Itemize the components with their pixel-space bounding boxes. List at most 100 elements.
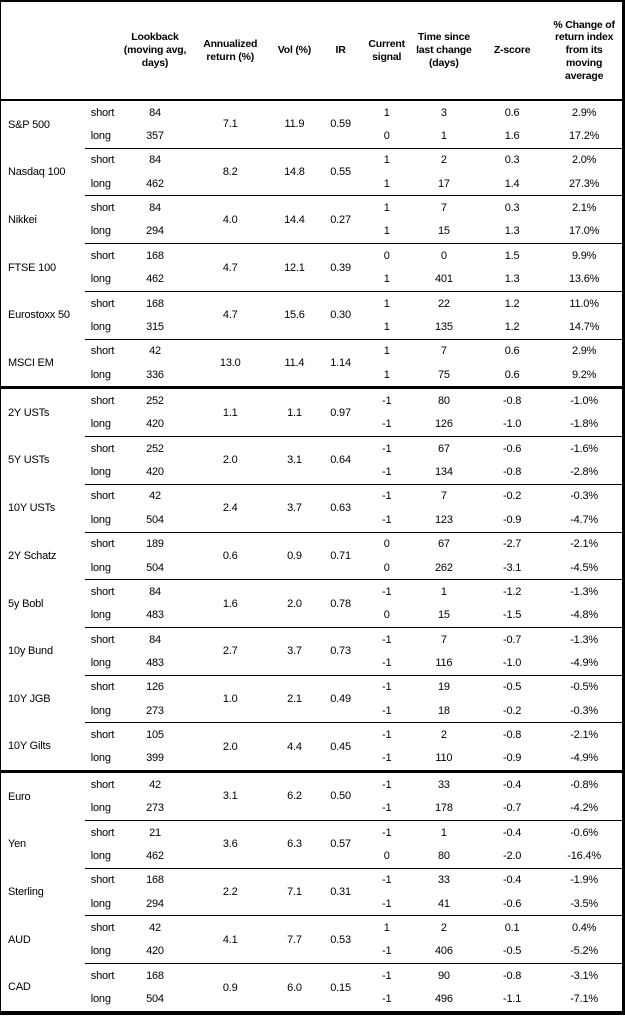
horizon-label: short <box>84 867 121 892</box>
table-row: long 336 1 75 0.6 9.2% <box>1 363 624 388</box>
header-z-score: Z-score <box>477 1 547 101</box>
time-since-value: 2 <box>409 722 478 747</box>
vol-value: 0.9 <box>271 531 318 580</box>
asset-name: Nikkei <box>8 213 37 226</box>
time-since-value: 1 <box>409 579 478 604</box>
pct-change-value: -5.2% <box>570 945 598 958</box>
current-signal-value: -1 <box>363 963 410 988</box>
lookback-value: 483 <box>146 656 164 669</box>
lookback-value: 252 <box>120 436 190 461</box>
vol-value: 6.2 <box>271 770 318 821</box>
horizon-label: long <box>90 320 111 333</box>
lookback-value: 84 <box>120 626 190 652</box>
annualized-return-value: 1.6 <box>189 579 272 628</box>
pct-change-value: -0.8% <box>546 770 624 797</box>
current-signal-value: 0 <box>363 243 410 268</box>
table-row: long 483 -1 116 -1.0 -4.9% <box>1 651 624 675</box>
z-score-value: -0.8 <box>477 386 547 413</box>
z-score-value: -2.0 <box>503 849 522 862</box>
pct-change-value: 9.2% <box>571 368 597 381</box>
current-signal-value: 1 <box>363 290 410 316</box>
pct-change-value: 13.6% <box>569 273 600 286</box>
horizon-label: long <box>90 130 111 143</box>
time-since-value: 134 <box>434 466 453 479</box>
table-row: Euro short 42 3.1 6.2 0.50 -1 33 -0.4 -0.8% <box>0 770 624 821</box>
horizon-label: long <box>90 945 111 958</box>
lookback-value: 42 <box>120 770 190 797</box>
current-signal-value: -1 <box>363 626 410 652</box>
z-score-value: 1.6 <box>504 130 520 143</box>
table-row: long 294 1 15 1.3 17.0% <box>1 220 624 244</box>
header-time-since: Time since last change (days) <box>409 1 478 101</box>
ir-value: 0.59 <box>317 99 364 149</box>
z-score-value: 0.1 <box>477 915 547 940</box>
pct-change-value: -1.0% <box>546 386 624 413</box>
vol-value: 3.7 <box>271 483 318 532</box>
lookback-value: 168 <box>120 290 190 316</box>
z-score-value: 0.3 <box>477 147 547 173</box>
current-signal-value: 0 <box>363 531 410 556</box>
annualized-return-value: 4.7 <box>189 243 272 292</box>
z-score-value: -0.4 <box>477 770 547 797</box>
pct-change-value: -1.8% <box>570 418 598 431</box>
asset-name: 5y Bobl <box>8 597 44 610</box>
vol-value: 15.6 <box>271 290 318 340</box>
z-score-value: -2.7 <box>477 531 547 556</box>
table-row: long 462 1 401 1.3 13.6% <box>1 268 624 292</box>
time-since-value: 7 <box>409 338 478 363</box>
vol-value: 7.1 <box>271 867 318 916</box>
annualized-return-value: 2.4 <box>189 483 272 532</box>
lookback-value: 462 <box>146 177 164 190</box>
table-row: Sterling short 168 2.2 7.1 0.31 -1 33 -0.4 -1.9% <box>1 867 624 916</box>
time-since-value: 116 <box>435 656 453 669</box>
z-score-value: -3.1 <box>503 561 522 574</box>
annualized-return-value: 2.0 <box>189 722 272 772</box>
current-signal-value: -1 <box>363 819 410 845</box>
header-asset <box>0 1 85 101</box>
time-since-value: 15 <box>437 609 450 622</box>
table-row: long 399 -1 110 -0.9 -4.9% <box>1 747 624 772</box>
z-score-value: -0.7 <box>503 802 522 815</box>
vol-value: 11.4 <box>271 338 318 388</box>
horizon-label: long <box>90 177 111 190</box>
current-signal-value: -1 <box>363 674 410 700</box>
lookback-value: 462 <box>146 273 164 286</box>
z-score-value: 0.3 <box>477 195 547 220</box>
time-since-value: 33 <box>409 867 478 892</box>
current-signal-value: -1 <box>382 466 392 479</box>
horizon-label: long <box>90 368 111 381</box>
horizon-label: long <box>90 802 111 815</box>
time-since-value: 1 <box>409 819 478 845</box>
time-since-value: 110 <box>435 752 453 765</box>
z-score-value: 1.2 <box>477 290 547 316</box>
current-signal-value: 0 <box>383 849 390 862</box>
vol-value: 4.4 <box>271 722 318 772</box>
table-row: CAD short 168 0.9 6.0 0.15 -1 90 -0.8 -3.1% <box>1 963 624 1013</box>
pct-change-value: 11.0% <box>546 290 624 316</box>
table-row: 10Y Gilts short 105 2.0 4.4 0.45 -1 2 -0.8 -2.1% <box>1 722 624 772</box>
asset-name: S&P 500 <box>8 118 50 131</box>
pct-change-value: -1.9% <box>546 867 624 892</box>
z-score-value: 1.2 <box>504 320 520 333</box>
z-score-value: -0.8 <box>503 466 522 479</box>
z-score-value: -1.0 <box>503 656 522 669</box>
lookback-value: 294 <box>146 225 164 238</box>
asset-name: CAD <box>8 981 31 994</box>
header-row: Lookback (moving avg, days) Annualized r… <box>0 1 624 101</box>
time-since-value: 75 <box>437 368 450 381</box>
horizon-label: short <box>84 963 121 988</box>
table-body: S&P 500 short 84 7.1 11.9 0.59 1 3 0.6 2.9% long 35… <box>0 99 624 1013</box>
table-row: long 315 1 135 1.2 14.7% <box>1 315 624 339</box>
current-signal-value: -1 <box>382 656 392 669</box>
ir-value: 0.45 <box>317 722 364 772</box>
pct-change-value: -4.8% <box>570 609 598 622</box>
asset-name: 10Y USTs <box>8 502 56 515</box>
table-row: Nikkei short 84 4.0 14.4 0.27 1 7 0.3 2.1% <box>1 195 624 244</box>
time-since-value: 90 <box>409 963 478 988</box>
ir-value: 0.57 <box>317 819 364 869</box>
annualized-return-value: 4.7 <box>189 290 272 340</box>
lookback-value: 84 <box>120 147 190 173</box>
ir-value: 0.71 <box>317 531 364 580</box>
time-since-value: 17 <box>437 177 450 190</box>
header-lookback: Lookback (moving avg, days) <box>120 1 190 101</box>
